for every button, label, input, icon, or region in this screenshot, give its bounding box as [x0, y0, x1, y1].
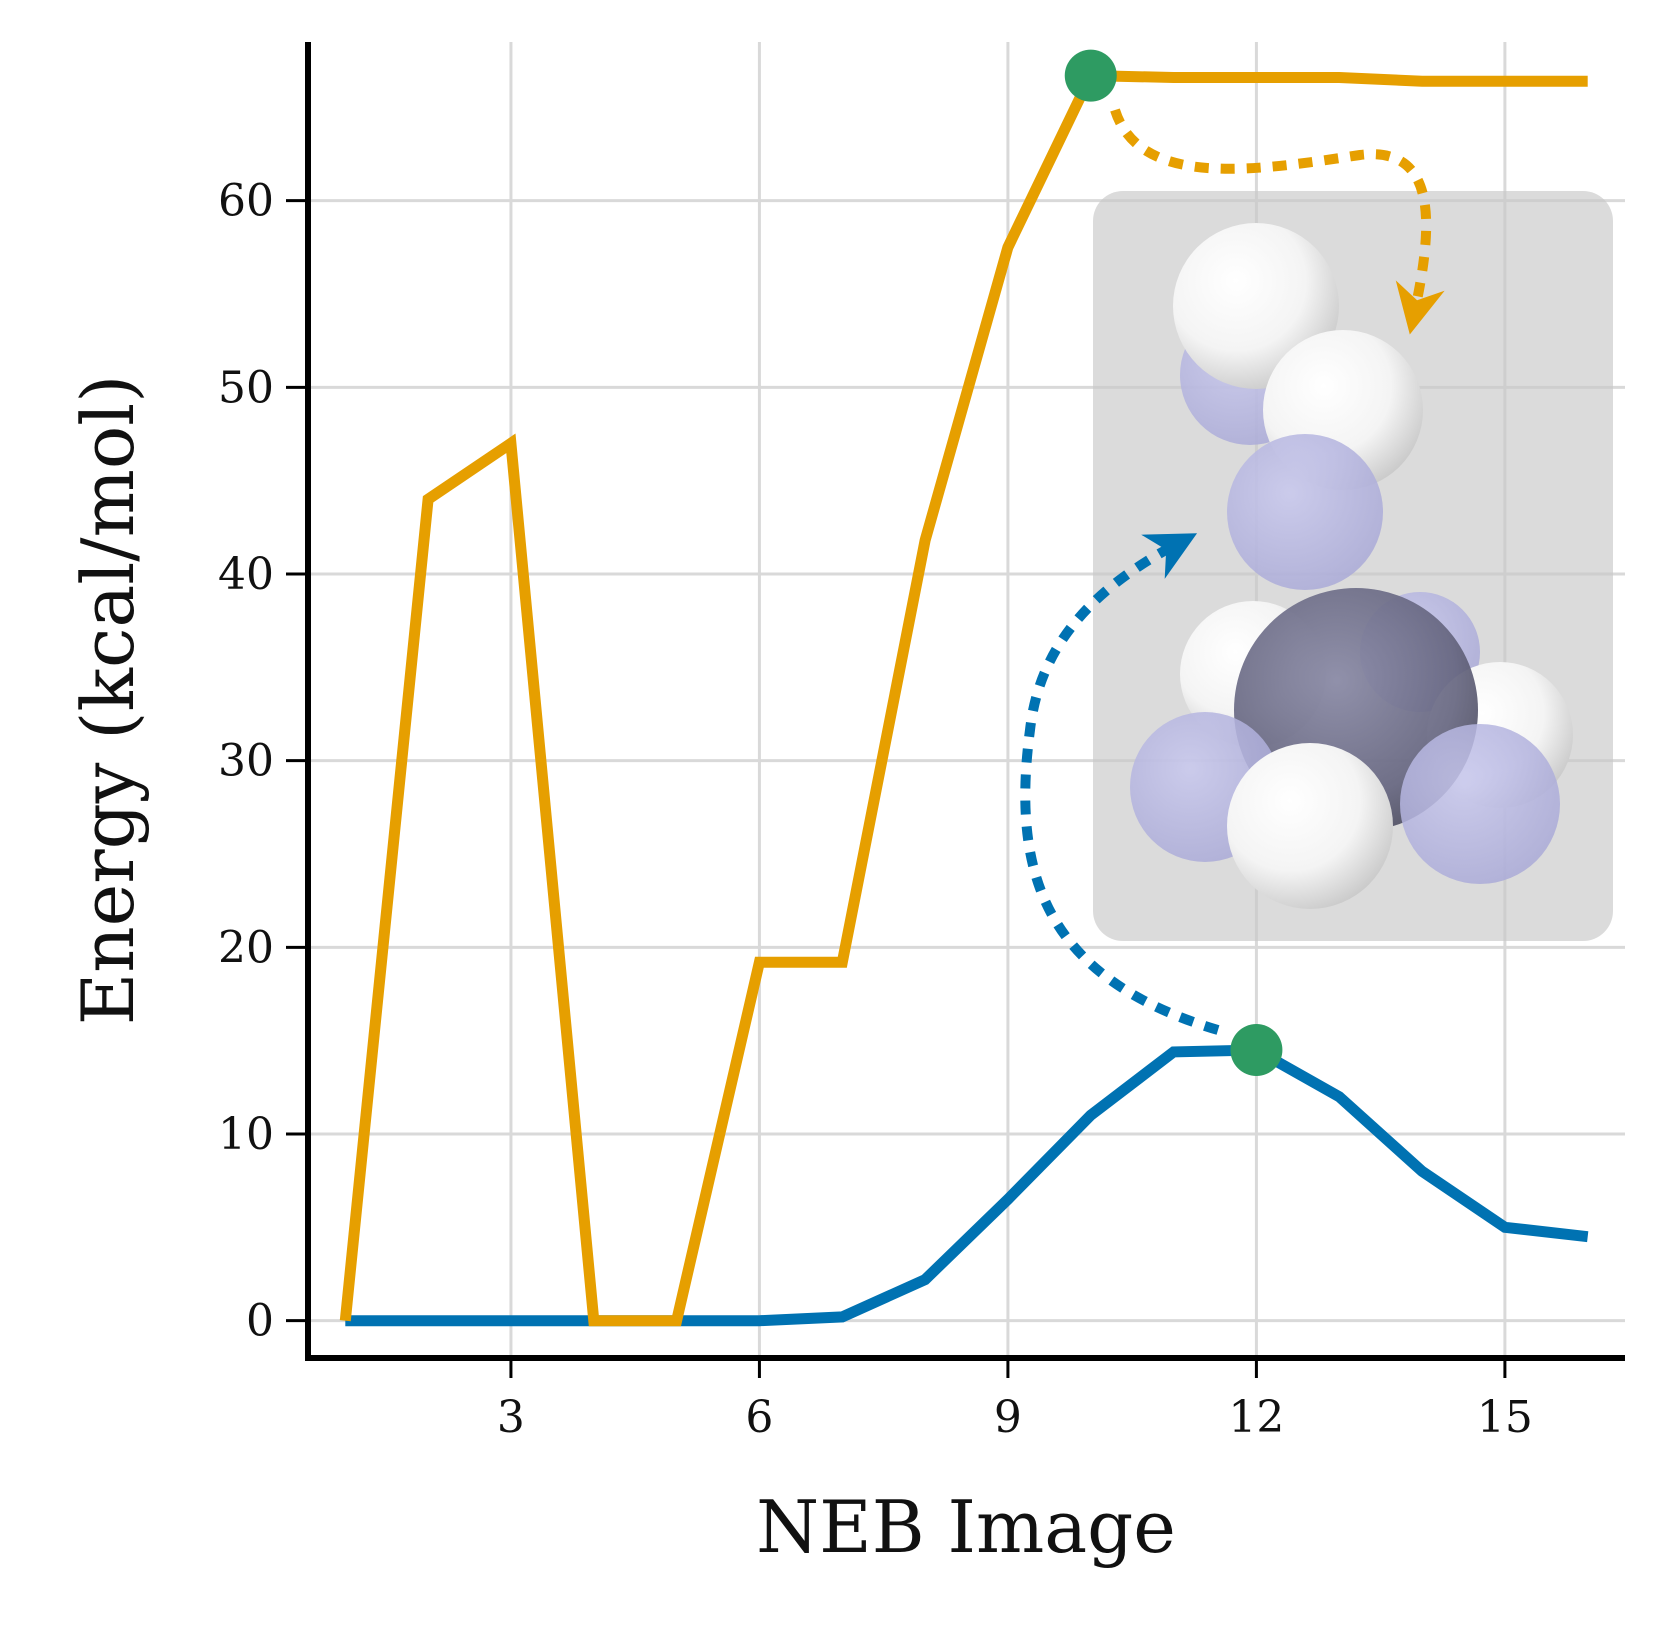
y-tick-label: 0: [246, 1296, 274, 1347]
x-tick-label: 15: [1477, 1392, 1533, 1443]
x-tick-label: 12: [1228, 1392, 1284, 1443]
y-tick-label: 50: [218, 362, 274, 413]
molecule-inset: [1093, 191, 1613, 941]
x-tick-label: 9: [994, 1392, 1022, 1443]
highlight-point-1: [1230, 1024, 1283, 1076]
highlight-point-2: [1064, 49, 1117, 102]
y-axis-title: Energy (kcal/mol): [66, 375, 150, 1026]
y-tick-label: 30: [218, 736, 274, 787]
y-tick-label: 10: [218, 1109, 274, 1160]
y-tick-label: 20: [218, 922, 274, 973]
x-axis-title: NEB Image: [756, 1485, 1176, 1569]
series-lines: [339, 70, 1589, 1327]
x-ticks: 3 6 9 12 15: [497, 1358, 1533, 1443]
highlight-points: [1064, 49, 1283, 1076]
y-tick-label: 40: [218, 549, 274, 600]
transition-arrow-blue: [1020, 533, 1220, 1035]
y-tick-label: 60: [218, 176, 274, 227]
series-line-2: [339, 70, 1588, 1327]
atom-blue: [1400, 724, 1560, 884]
x-tick-label: 6: [745, 1392, 773, 1443]
x-tick-label: 3: [497, 1392, 525, 1443]
series-line-1: [345, 1044, 1589, 1327]
y-ticks: 0 10 20 30 40 50 60: [218, 176, 308, 1347]
atom-blue: [1227, 434, 1383, 590]
atom-white: [1227, 743, 1393, 909]
transition-arrow-orange: [1110, 108, 1445, 335]
